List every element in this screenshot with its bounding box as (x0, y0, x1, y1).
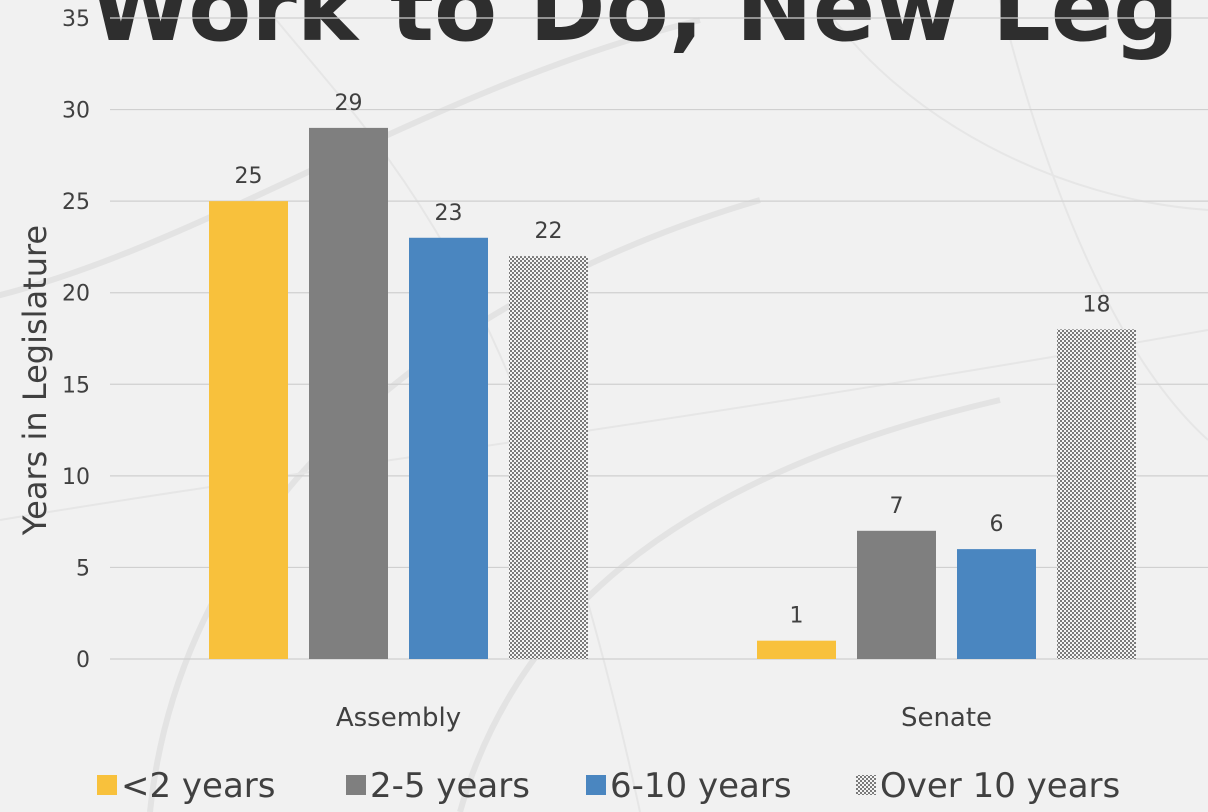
data-label: 29 (335, 91, 363, 116)
category-label-assembly: Assembly (336, 703, 461, 733)
data-label: 18 (1083, 292, 1111, 317)
data-label: 25 (235, 164, 263, 189)
data-labels: 25 29 23 22 1 7 6 18 (235, 91, 1111, 629)
data-label: 6 (990, 512, 1004, 537)
data-label: 22 (535, 219, 563, 244)
y-axis-title: Years in Legislature (16, 225, 54, 536)
y-tick-label: 35 (62, 7, 90, 32)
bar-senate-series-1 (757, 640, 836, 659)
bar-assembly-series-4 (509, 256, 588, 659)
y-axis-tick-labels: 0 5 10 15 20 25 30 35 (62, 7, 90, 673)
y-tick-label: 25 (62, 190, 90, 215)
y-tick-label: 15 (62, 373, 90, 398)
slide-title: Work to Do, New Leg (90, 0, 1179, 62)
bar-assembly-series-2 (309, 127, 388, 659)
legend-label-1: <2 years (121, 766, 276, 806)
bar-senate-series-4 (1057, 329, 1136, 659)
legend: <2 years 2-5 years 6-10 years Over 10 years (97, 766, 1120, 806)
y-tick-label: 5 (76, 556, 90, 581)
y-tick-label: 30 (62, 99, 90, 124)
bar-senate-series-2 (857, 530, 936, 659)
legend-label-3: 6-10 years (610, 766, 792, 806)
legend-swatch-3 (586, 775, 606, 795)
legend-label-2: 2-5 years (370, 766, 530, 806)
data-label: 1 (790, 604, 804, 629)
category-labels: Assembly Senate (336, 703, 992, 733)
legend-swatch-2 (346, 775, 366, 795)
bars (209, 127, 1136, 659)
legend-swatch-1 (97, 775, 117, 795)
legend-label-4: Over 10 years (880, 766, 1120, 806)
legend-swatch-4 (856, 775, 876, 795)
bar-assembly-series-3 (409, 237, 488, 659)
y-tick-label: 20 (62, 282, 90, 307)
gridlines (110, 17, 1208, 660)
y-tick-label: 0 (76, 648, 90, 673)
bar-chart: Years in Legislature 0 5 10 15 20 25 30 35 25 29… (16, 7, 1208, 806)
bar-senate-series-3 (957, 549, 1036, 659)
bar-assembly-series-1 (209, 201, 288, 659)
data-label: 7 (890, 494, 904, 519)
y-tick-label: 10 (62, 465, 90, 490)
data-label: 23 (435, 201, 463, 226)
category-label-senate: Senate (901, 703, 992, 733)
